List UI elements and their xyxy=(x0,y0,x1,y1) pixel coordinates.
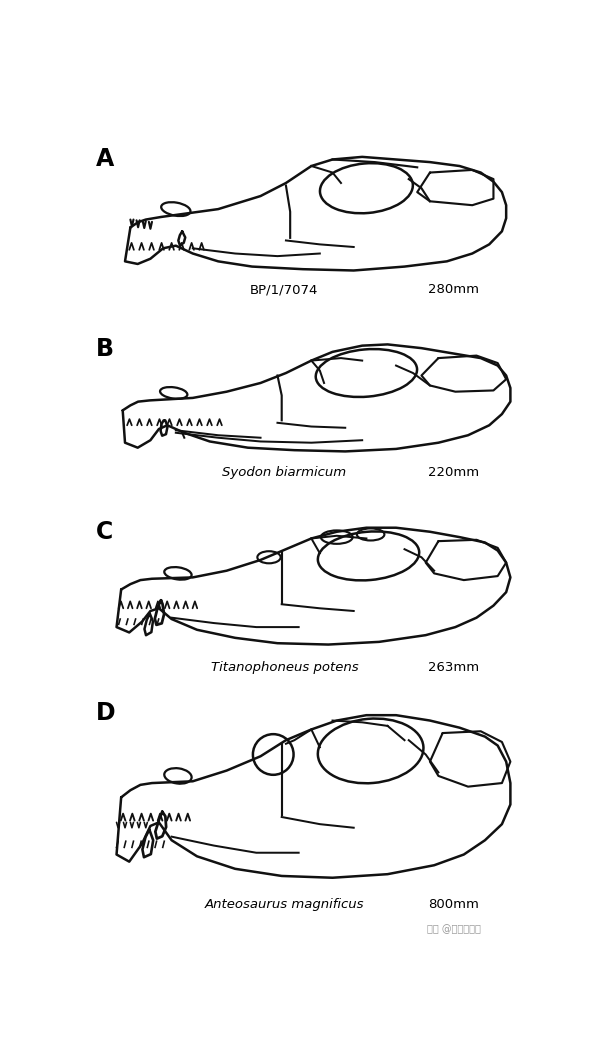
Text: Titanophoneus potens: Titanophoneus potens xyxy=(211,661,358,673)
Text: Anteosaurus magnificus: Anteosaurus magnificus xyxy=(205,897,364,911)
Text: 800mm: 800mm xyxy=(428,897,479,911)
Text: 知乎 @崾缘的井蛙: 知乎 @崾缘的井蛙 xyxy=(427,925,481,934)
Text: Syodon biarmicum: Syodon biarmicum xyxy=(223,466,346,479)
Text: 263mm: 263mm xyxy=(428,661,479,673)
Text: C: C xyxy=(96,520,113,543)
Text: B: B xyxy=(96,337,114,361)
Text: D: D xyxy=(96,701,115,725)
Text: BP/1/7074: BP/1/7074 xyxy=(250,283,319,296)
Text: A: A xyxy=(96,147,114,171)
Text: 280mm: 280mm xyxy=(428,283,479,296)
Text: 220mm: 220mm xyxy=(428,466,479,479)
